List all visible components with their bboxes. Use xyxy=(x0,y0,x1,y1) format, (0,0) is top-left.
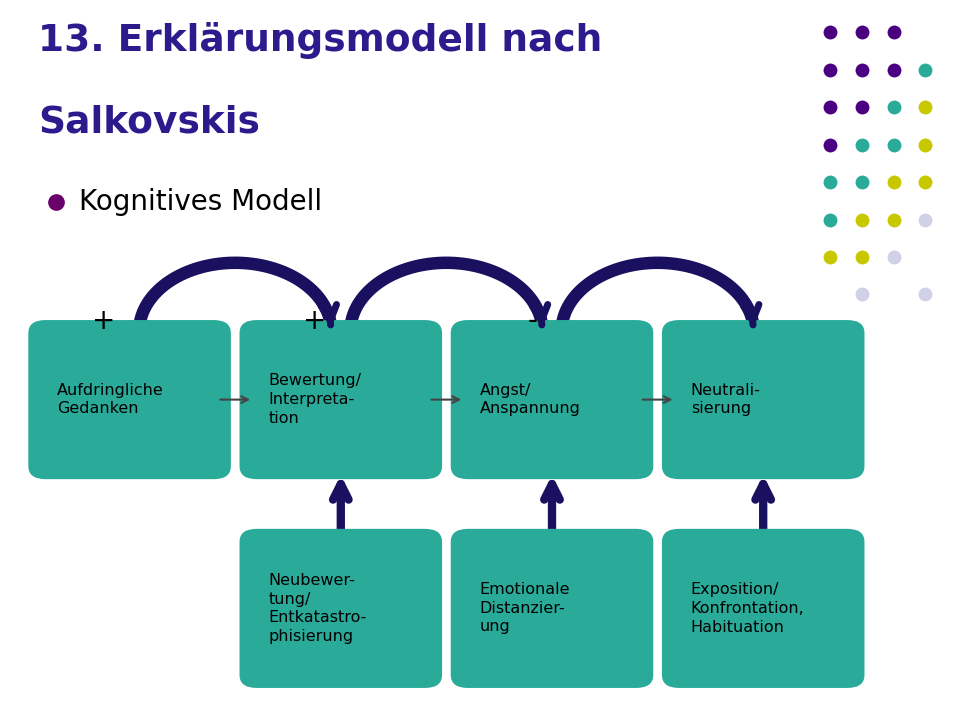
Point xyxy=(886,64,901,76)
Point xyxy=(918,214,933,225)
Text: -: - xyxy=(528,307,538,335)
Point xyxy=(854,64,870,76)
FancyBboxPatch shape xyxy=(450,528,653,688)
Text: Exposition/
Konfrontation,
Habituation: Exposition/ Konfrontation, Habituation xyxy=(691,582,804,634)
Text: Kognitives Modell: Kognitives Modell xyxy=(79,188,322,215)
Text: Aufdringliche
Gedanken: Aufdringliche Gedanken xyxy=(58,383,164,416)
Text: Bewertung/
Interpreta-
tion: Bewertung/ Interpreta- tion xyxy=(268,374,361,426)
FancyBboxPatch shape xyxy=(450,320,653,480)
Text: +: + xyxy=(92,307,115,335)
Point xyxy=(854,139,870,150)
Point xyxy=(918,102,933,113)
Point xyxy=(918,176,933,188)
Point xyxy=(823,64,838,76)
Point xyxy=(823,27,838,38)
Point xyxy=(823,102,838,113)
FancyBboxPatch shape xyxy=(239,528,442,688)
Point xyxy=(854,214,870,225)
Point xyxy=(854,289,870,300)
FancyBboxPatch shape xyxy=(29,320,231,480)
Point xyxy=(854,176,870,188)
Point xyxy=(823,176,838,188)
FancyBboxPatch shape xyxy=(662,528,864,688)
Text: +: + xyxy=(303,307,326,335)
Text: 13. Erklärungsmodell nach: 13. Erklärungsmodell nach xyxy=(38,22,603,58)
Point xyxy=(886,102,901,113)
Point xyxy=(918,289,933,300)
Text: Neutrali-
sierung: Neutrali- sierung xyxy=(691,383,760,416)
Point xyxy=(886,214,901,225)
Text: Salkovskis: Salkovskis xyxy=(38,104,260,140)
Point xyxy=(823,139,838,150)
Point xyxy=(886,27,901,38)
Text: Neubewer-
tung/
Entkatastro-
phisierung: Neubewer- tung/ Entkatastro- phisierung xyxy=(268,573,367,644)
Point xyxy=(918,64,933,76)
FancyBboxPatch shape xyxy=(239,320,442,480)
Point xyxy=(854,251,870,263)
Point xyxy=(854,27,870,38)
Point xyxy=(823,214,838,225)
FancyBboxPatch shape xyxy=(662,320,864,480)
Point xyxy=(823,251,838,263)
Point xyxy=(854,102,870,113)
Point xyxy=(886,251,901,263)
Point xyxy=(886,176,901,188)
Point xyxy=(886,139,901,150)
Text: Angst/
Anspannung: Angst/ Anspannung xyxy=(479,383,581,416)
Point xyxy=(918,139,933,150)
Text: Emotionale
Distanzier-
ung: Emotionale Distanzier- ung xyxy=(479,582,570,634)
